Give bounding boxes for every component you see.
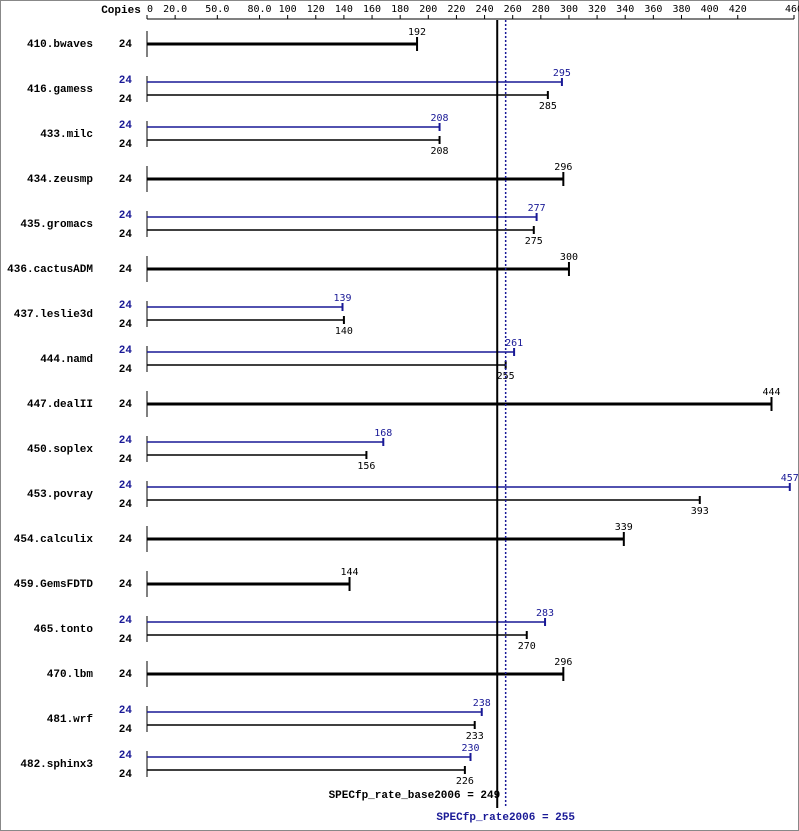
x-tick-label: 0 bbox=[147, 4, 153, 15]
value-label: 261 bbox=[505, 338, 523, 349]
benchmark-label: 416.gamess bbox=[27, 84, 93, 96]
value-label: 444 bbox=[762, 387, 780, 398]
x-tick-label: 340 bbox=[616, 4, 634, 15]
value-label: 230 bbox=[461, 743, 479, 754]
x-tick-label: 380 bbox=[672, 4, 690, 15]
value-label: 226 bbox=[456, 776, 474, 787]
value-label: 192 bbox=[408, 27, 426, 38]
value-label: 270 bbox=[518, 641, 536, 652]
copies: 24 bbox=[119, 39, 133, 51]
benchmark-label: 454.calculix bbox=[14, 534, 94, 546]
value-label: 275 bbox=[525, 236, 543, 247]
copies: 24 bbox=[119, 750, 133, 762]
x-tick-label: 280 bbox=[532, 4, 550, 15]
benchmark-label: 450.soplex bbox=[27, 444, 93, 456]
benchmark-label: 481.wrf bbox=[47, 714, 94, 726]
copies: 24 bbox=[119, 579, 133, 591]
copies: 24 bbox=[119, 139, 133, 151]
x-tick-label: 220 bbox=[447, 4, 465, 15]
x-tick-label: 160 bbox=[363, 4, 381, 15]
value-label: 393 bbox=[691, 506, 709, 517]
value-label: 283 bbox=[536, 608, 554, 619]
x-tick-label: 180 bbox=[391, 4, 409, 15]
benchmark-label: 434.zeusmp bbox=[27, 174, 93, 186]
x-tick-label: 120 bbox=[307, 4, 325, 15]
value-label: 296 bbox=[554, 657, 572, 668]
value-label: 144 bbox=[341, 567, 359, 578]
copies: 24 bbox=[119, 210, 133, 222]
benchmark-label: 470.lbm bbox=[47, 669, 94, 681]
value-label: 233 bbox=[466, 731, 484, 742]
benchmark-label: 437.leslie3d bbox=[14, 309, 93, 321]
copies: 24 bbox=[119, 634, 133, 646]
x-tick-label: 20.0 bbox=[163, 4, 187, 15]
x-tick-label: 80.0 bbox=[247, 4, 271, 15]
x-tick-label: 240 bbox=[476, 4, 494, 15]
value-label: 295 bbox=[553, 68, 571, 79]
x-tick-label: 320 bbox=[588, 4, 606, 15]
x-tick-label: 360 bbox=[644, 4, 662, 15]
copies: 24 bbox=[119, 534, 133, 546]
benchmark-label: 482.sphinx3 bbox=[20, 759, 93, 771]
copies: 24 bbox=[119, 300, 133, 312]
copies: 24 bbox=[119, 399, 133, 411]
copies: 24 bbox=[119, 364, 133, 376]
benchmark-label: 453.povray bbox=[27, 489, 93, 501]
copies: 24 bbox=[119, 94, 133, 106]
benchmark-label: 444.namd bbox=[40, 354, 93, 366]
copies: 24 bbox=[119, 229, 133, 241]
benchmark-label: 410.bwaves bbox=[27, 39, 93, 51]
value-label: 208 bbox=[431, 113, 449, 124]
reference-label: SPECfp_rate_base2006 = 249 bbox=[329, 790, 501, 802]
value-label: 300 bbox=[560, 252, 578, 263]
benchmark-label: 435.gromacs bbox=[20, 219, 93, 231]
copies: 24 bbox=[119, 454, 133, 466]
x-tick-label: 260 bbox=[504, 4, 522, 15]
x-tick-label: 140 bbox=[335, 4, 353, 15]
copies: 24 bbox=[119, 75, 133, 87]
copies: 24 bbox=[119, 769, 133, 781]
copies: 24 bbox=[119, 435, 133, 447]
copies: 24 bbox=[119, 705, 133, 717]
copies: 24 bbox=[119, 345, 133, 357]
copies: 24 bbox=[119, 264, 133, 276]
x-tick-label: 460 bbox=[785, 4, 799, 15]
copies: 24 bbox=[119, 480, 133, 492]
value-label: 339 bbox=[615, 522, 633, 533]
x-tick-label: 200 bbox=[419, 4, 437, 15]
x-tick-label: 400 bbox=[701, 4, 719, 15]
benchmark-label: 447.dealII bbox=[27, 399, 93, 411]
benchmark-label: 459.GemsFDTD bbox=[14, 579, 94, 591]
value-label: 168 bbox=[374, 428, 392, 439]
x-tick-label: 50.0 bbox=[205, 4, 229, 15]
value-label: 208 bbox=[431, 146, 449, 157]
copies: 24 bbox=[119, 319, 133, 331]
copies: 24 bbox=[119, 174, 133, 186]
value-label: 238 bbox=[473, 698, 491, 709]
value-label: 139 bbox=[333, 293, 351, 304]
value-label: 277 bbox=[528, 203, 546, 214]
value-label: 285 bbox=[539, 101, 557, 112]
benchmark-label: 436.cactusADM bbox=[7, 264, 93, 276]
copies-header: Copies bbox=[101, 5, 141, 17]
x-tick-label: 300 bbox=[560, 4, 578, 15]
value-label: 140 bbox=[335, 326, 353, 337]
copies: 24 bbox=[119, 669, 133, 681]
x-tick-label: 100 bbox=[279, 4, 297, 15]
copies: 24 bbox=[119, 615, 133, 627]
value-label: 457 bbox=[781, 473, 799, 484]
value-label: 296 bbox=[554, 162, 572, 173]
copies: 24 bbox=[119, 724, 133, 736]
value-label: 156 bbox=[357, 461, 375, 472]
benchmark-label: 465.tonto bbox=[34, 624, 94, 636]
copies: 24 bbox=[119, 120, 133, 132]
benchmark-label: 433.milc bbox=[40, 129, 93, 141]
copies: 24 bbox=[119, 499, 133, 511]
reference-label: SPECfp_rate2006 = 255 bbox=[436, 812, 575, 824]
x-tick-label: 420 bbox=[729, 4, 747, 15]
